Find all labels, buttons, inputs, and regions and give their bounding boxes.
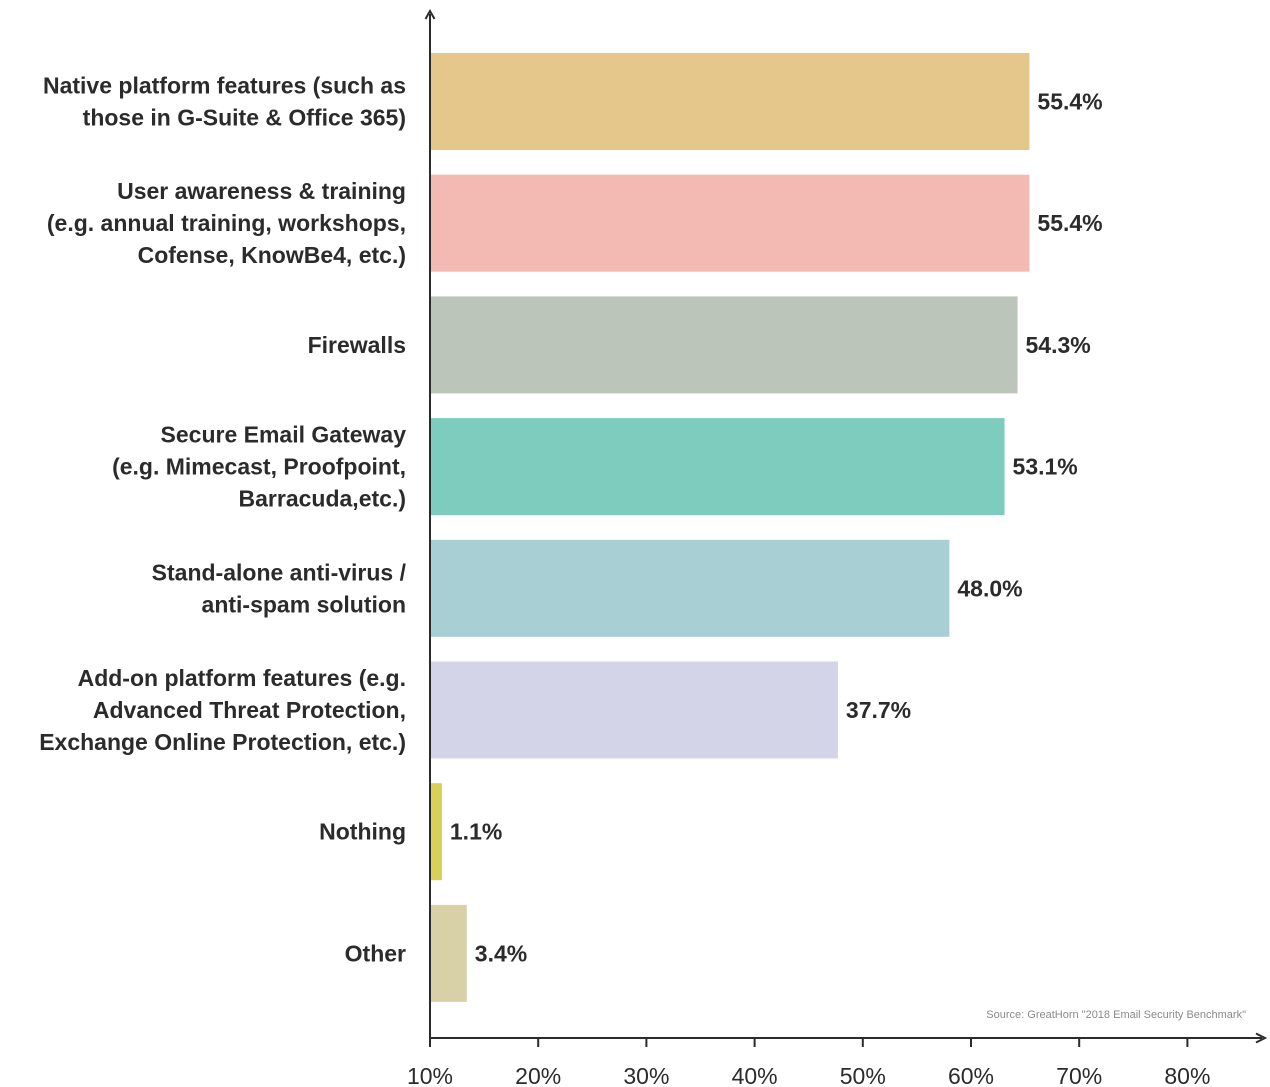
category-label-line: Add-on platform features (e.g. xyxy=(78,665,406,691)
value-label: 48.0% xyxy=(957,575,1022,601)
value-label: 55.4% xyxy=(1037,210,1102,236)
category-label-line: (e.g. Mimecast, Proofpoint, xyxy=(112,454,406,480)
category-label: Secure Email Gateway (e.g. Mimecast, Proo… xyxy=(112,422,406,512)
x-tick-label: 20% xyxy=(515,1063,561,1087)
category-label-line: Nothing xyxy=(319,819,406,845)
y-axis-arrow xyxy=(424,8,436,20)
x-tick-label: 10% xyxy=(407,1063,453,1087)
category-label-line: Firewalls xyxy=(308,332,406,358)
value-label: 1.1% xyxy=(450,819,502,845)
bar xyxy=(431,904,467,1002)
category-label-line: Advanced Threat Protection, xyxy=(93,697,406,723)
bar xyxy=(431,661,838,759)
category-label-line: anti-spam solution xyxy=(202,591,406,617)
category-label: Add-on platform features (e.g. Advanced T… xyxy=(39,665,406,755)
category-label: Other xyxy=(345,940,406,966)
x-axis-ticks: 10% 20% 30% 40% 50% 60% 70% 80% xyxy=(407,1038,1210,1087)
category-label: User awareness & training (e.g. annual tr… xyxy=(47,178,406,268)
value-label: 3.4% xyxy=(475,940,527,966)
bar xyxy=(431,174,1030,272)
bar xyxy=(431,296,1018,394)
x-tick-label: 40% xyxy=(732,1063,778,1087)
axes xyxy=(424,8,1268,1044)
x-tick-label: 80% xyxy=(1164,1063,1210,1087)
x-tick-label: 30% xyxy=(623,1063,669,1087)
category-label-line: Other xyxy=(345,940,406,966)
source-note: Source: GreatHorn "2018 Email Security B… xyxy=(986,1009,1246,1021)
category-label-line: (e.g. annual training, workshops, xyxy=(47,210,406,236)
bar xyxy=(431,783,442,881)
bar xyxy=(431,418,1005,516)
bar xyxy=(431,53,1030,150)
value-label: 55.4% xyxy=(1037,89,1102,115)
category-label-line: User awareness & training xyxy=(117,178,406,204)
value-label: 54.3% xyxy=(1026,332,1091,358)
x-axis-arrow xyxy=(1255,1032,1268,1044)
x-tick-label: 60% xyxy=(948,1063,994,1087)
x-tick-label: 70% xyxy=(1056,1063,1102,1087)
category-label-line: Stand-alone anti-virus / xyxy=(152,559,407,585)
category-label: Firewalls xyxy=(308,332,406,358)
bars-layer xyxy=(431,53,1030,1002)
category-label-line: Native platform features (such as xyxy=(43,73,406,99)
bar xyxy=(431,539,950,637)
category-label-line: Barracuda,etc.) xyxy=(239,486,406,512)
x-tick-label: 50% xyxy=(840,1063,886,1087)
category-label-line: Cofense, KnowBe4, etc.) xyxy=(138,242,406,268)
value-labels: 55.4% 55.4% 54.3% 53.1% 48.0% 37.7% 1.1% 3.4% xyxy=(450,89,1103,967)
category-label-line: those in G-Suite & Office 365) xyxy=(83,105,406,131)
category-label-line: Secure Email Gateway xyxy=(161,422,407,448)
category-label-line: Exchange Online Protection, etc.) xyxy=(39,729,406,755)
category-labels: Native platform features (such as those i… xyxy=(39,73,406,967)
category-label: Stand-alone anti-virus / anti-spam soluti… xyxy=(152,559,407,617)
value-label: 53.1% xyxy=(1013,454,1078,480)
value-label: 37.7% xyxy=(846,697,911,723)
category-label: Nothing xyxy=(319,819,406,845)
category-label: Native platform features (such as those i… xyxy=(43,73,406,131)
